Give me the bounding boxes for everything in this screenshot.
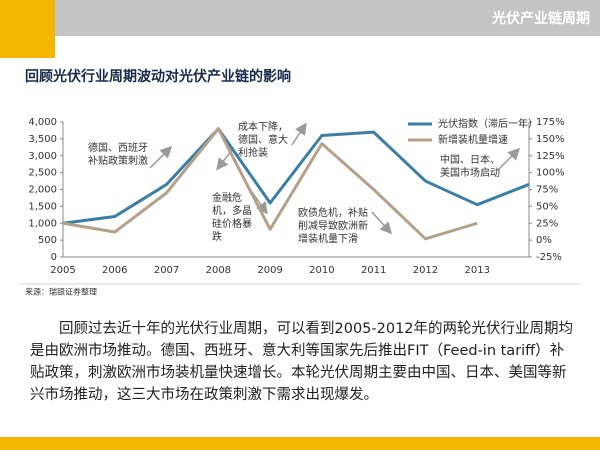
y-tick-label: 4,000	[28, 117, 57, 128]
y2-tick-label: 50%	[536, 201, 558, 212]
x-tick-label: 2007	[154, 265, 179, 276]
y2-tick-label: 25%	[536, 218, 558, 229]
header-band	[55, 0, 600, 36]
header-title: 光伏产业链周期	[491, 10, 590, 27]
legend-label: 新增装机量增速	[438, 133, 508, 146]
annotation: 机，多晶	[212, 204, 252, 217]
y2-tick-label: 75%	[536, 185, 558, 196]
y-tick-label: 1,500	[28, 201, 57, 212]
series-line	[62, 127, 530, 225]
annotation: 增装机量下滑	[298, 232, 358, 245]
x-tick-label: 2012	[413, 265, 438, 276]
annotation: 美国市场启动	[440, 166, 500, 179]
annotation: 中国、日本、	[440, 153, 500, 166]
x-tick-label: 2008	[206, 265, 231, 276]
footer-bar	[0, 437, 600, 450]
annotation: 补贴政策刺激	[88, 154, 148, 167]
arrows	[149, 122, 521, 235]
annotation: 硅价格暴	[212, 217, 252, 230]
x-tick-label: 2010	[309, 265, 334, 276]
y2-tick-label: 100%	[536, 168, 565, 179]
y2-tick-label: -25%	[536, 252, 562, 263]
x-tick-label: 2005	[50, 265, 75, 276]
y-tick-label: 0	[51, 252, 57, 263]
y-tick-label: 2,500	[28, 168, 57, 179]
y2-tick-label: 150%	[536, 134, 565, 145]
x-tick-label: 2011	[361, 265, 386, 276]
y-tick-label: 1,000	[28, 218, 57, 229]
y2-tick-label: 0%	[536, 235, 552, 246]
heading: 回顾光伏行业周期波动对光伏产业链的影响	[25, 68, 291, 85]
x-tick-label: 2009	[257, 265, 282, 276]
y-tick-label: 2,000	[28, 185, 57, 196]
y-tick-label: 500	[38, 235, 57, 246]
corner-block	[0, 0, 55, 58]
y2-tick-label: 175%	[536, 117, 565, 128]
annotation: 金融危	[212, 191, 242, 204]
x-tick-label: 2013	[464, 265, 489, 276]
annotation: 跌	[212, 230, 222, 243]
annotation: 德国、意大	[238, 133, 288, 146]
y2-tick-label: 125%	[536, 151, 565, 162]
legend-label: 光伏指数（滞后一年）	[438, 117, 538, 130]
body-text: 回顾过去近十年的光伏行业周期，可以看到2005-2012年的两轮光伏行业周期均是…	[30, 321, 574, 403]
source: 来源：瑞银证券整理	[25, 287, 97, 297]
x-tick-label: 2006	[102, 265, 127, 276]
annotation: 削减导致欧洲新	[298, 219, 368, 232]
annotation: 德国、西班牙	[88, 141, 148, 154]
annotation: 成本下降，	[238, 120, 288, 133]
series-line	[62, 127, 478, 241]
y-tick-label: 3,500	[28, 134, 57, 145]
annotation: 利抢装	[238, 146, 268, 159]
annotation: 欧债危机，补贴	[298, 206, 368, 219]
y-tick-label: 3,000	[28, 151, 57, 162]
